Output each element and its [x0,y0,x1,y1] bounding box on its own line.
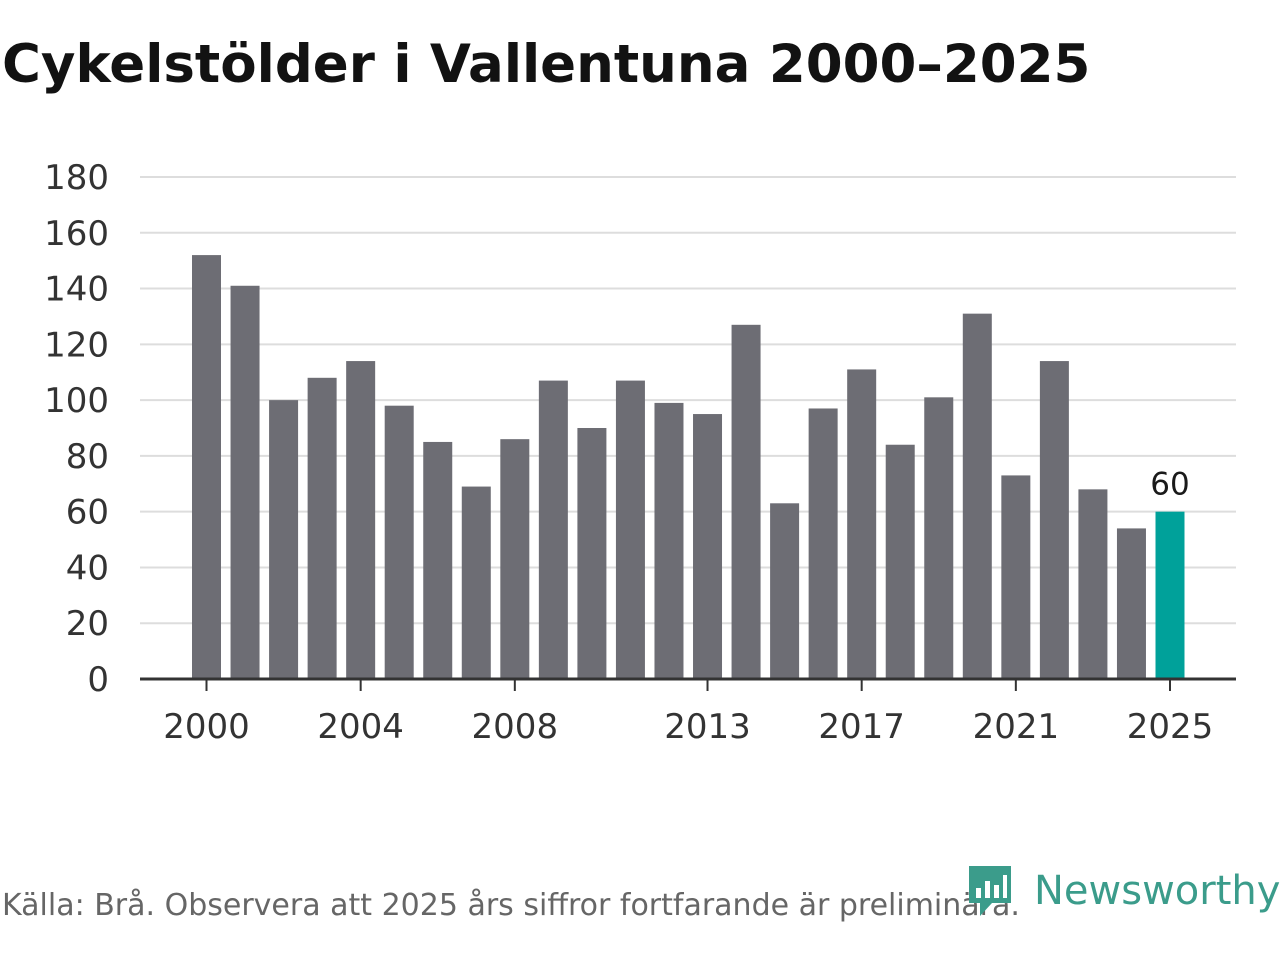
newsworthy-logo-icon [969,866,1011,916]
bar-2016 [808,408,838,679]
x-tick-label: 2013 [664,707,751,747]
x-tick-label: 2021 [973,707,1060,747]
bar-2011 [615,380,645,679]
bars [192,255,1185,679]
bar-2000 [192,255,221,679]
bar-2022 [1039,361,1069,679]
data-labels: 60 [1150,467,1189,503]
bar-2018 [885,444,915,679]
y-axis-ticks: 0 20 40 60 80 100 120 140 160 180 [44,158,109,700]
bar-2003 [307,377,337,679]
bar-2001 [230,285,260,679]
bar-2004 [346,361,376,679]
bar-2023 [1078,489,1108,679]
bar-2007 [461,486,491,679]
y-tick-label: 0 [87,660,109,700]
y-tick-label: 100 [44,381,109,421]
y-tick-label: 160 [44,214,109,254]
bar-2025 [1155,511,1185,679]
bar-2002 [269,400,299,679]
source-note: Källa: Brå. Observera att 2025 års siffr… [2,888,1020,923]
gridlines [140,176,1236,625]
y-tick-label: 140 [44,270,109,310]
bar-2014 [731,324,761,679]
bar-2024 [1116,528,1146,679]
bar-2008 [500,439,530,679]
bar-2009 [538,380,568,679]
x-tick-label: 2000 [163,707,250,747]
y-tick-label: 80 [66,437,109,477]
y-tick-label: 180 [44,158,109,198]
bar-2017 [847,369,877,679]
bar-2005 [384,405,414,679]
data-label: 60 [1150,467,1189,503]
y-tick-label: 20 [66,604,109,644]
bar-2020 [962,313,992,679]
newsworthy-brand: Newsworthy [966,866,1280,916]
bar-2012 [654,402,684,679]
x-tick-label: 2008 [472,707,559,747]
x-tick-label: 2004 [317,707,404,747]
brand-name: Newsworthy [1034,868,1280,914]
bar-2013 [693,414,723,679]
x-tick-label: 2017 [818,707,905,747]
bar-2015 [770,503,800,679]
chart-title: Cykelstölder i Vallentuna 2000–2025 [2,34,1091,95]
bar-2010 [577,428,607,679]
bar-2019 [924,397,954,679]
bar-2006 [423,441,453,679]
bar-chart: 0 20 40 60 80 100 120 140 160 180 2000 2004 2008 201… [44,158,1236,747]
bar-2021 [1001,475,1031,679]
y-tick-label: 60 [66,493,109,533]
x-tick-label: 2025 [1127,707,1214,747]
x-axis-ticks: 2000 2004 2008 2013 2017 2021 2025 [163,679,1213,747]
y-tick-label: 40 [66,548,109,588]
y-tick-label: 120 [44,325,109,365]
